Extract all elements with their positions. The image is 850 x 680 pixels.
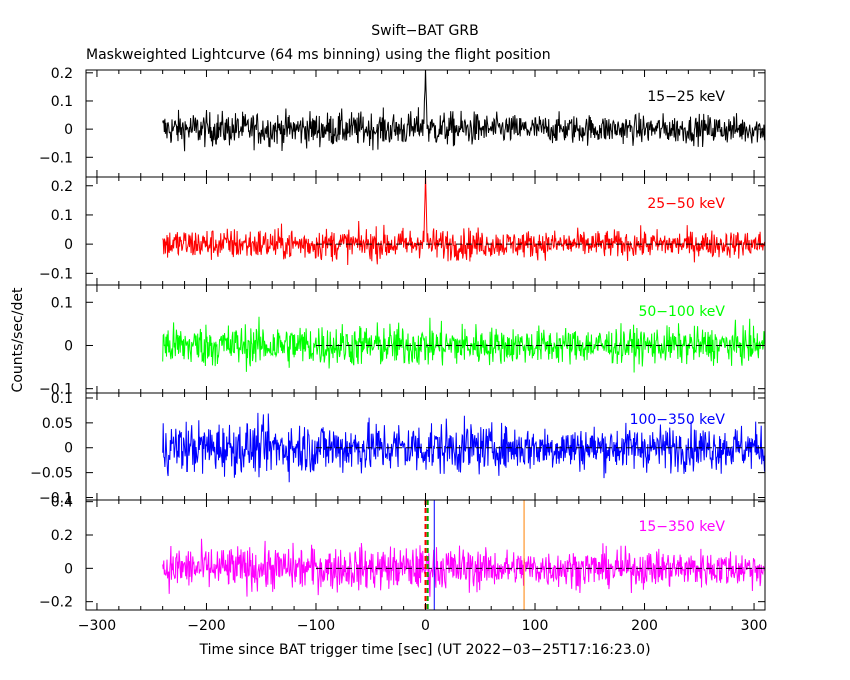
y-tick-label: 0.4: [51, 495, 73, 511]
chart-subtitle: Maskweighted Lightcurve (64 ms binning) …: [86, 47, 551, 63]
y-tick-label: 0.2: [51, 66, 73, 82]
x-tick-label: 100: [522, 618, 549, 634]
panel-2: −0.1 0 0.1 0.2 25−50 keV: [39, 176, 766, 286]
panel-label: 25−50 keV: [647, 196, 725, 212]
chart-title: Swift−BAT GRB: [371, 23, 478, 39]
y-tick-label: 0: [64, 561, 73, 577]
y-tick-label: −0.05: [30, 466, 73, 482]
y-tick-label: 0: [64, 338, 73, 354]
y-tick-label: 0.05: [42, 416, 73, 432]
y-tick-label: 0.1: [51, 94, 73, 110]
x-tick-label: −200: [187, 618, 225, 634]
series-line: [162, 412, 765, 483]
panels-group: −0.1 0 0.1 0.2 15−25 keV −0.1 0 0.1 0.2 25−50 keV…: [30, 66, 766, 611]
x-tick-label: 0: [421, 618, 430, 634]
y-tick-label: 0.1: [51, 295, 73, 311]
panel-3: −0.1 0 0.1 50−100 keV: [39, 284, 766, 398]
series-line: [162, 538, 765, 597]
panel-label: 15−350 keV: [638, 519, 725, 535]
y-axis-label: Counts/sec/det: [10, 287, 26, 392]
y-tick-label: 0: [64, 441, 73, 457]
panel-1: −0.1 0 0.1 0.2 15−25 keV: [39, 66, 766, 178]
panel-label: 100−350 keV: [630, 412, 726, 428]
x-tick-label: −100: [297, 618, 335, 634]
panel-label: 15−25 keV: [647, 89, 725, 105]
series-line: [162, 316, 765, 373]
y-tick-label: 0: [64, 237, 73, 253]
y-tick-label: −0.2: [39, 595, 73, 611]
panel-5: −0.2 0 0.2 0.4 15−350 keV: [39, 495, 766, 611]
x-tick-label: −300: [78, 618, 116, 634]
y-tick-label: −0.1: [39, 382, 73, 398]
y-tick-label: −0.1: [39, 266, 73, 282]
y-tick-label: 0.2: [51, 179, 73, 195]
y-tick-label: −0.1: [39, 150, 73, 166]
y-tick-label: 0: [64, 122, 73, 138]
y-tick-label: 0.2: [51, 528, 73, 544]
y-tick-label: 0.1: [51, 208, 73, 224]
panel-label: 50−100 keV: [638, 304, 725, 320]
x-axis-label: Time since BAT trigger time [sec] (UT 20…: [198, 642, 650, 658]
series-line: [162, 70, 765, 152]
x-tick-label: 200: [631, 618, 658, 634]
x-tick-labels: −300 −200 −100 0 100 200 300: [78, 618, 768, 634]
panel-4: −0.1 −0.05 0 0.05 0.1 100−350 keV: [30, 391, 766, 507]
y-tick-label: 0.1: [51, 391, 73, 407]
y-tick-label: −0.1: [39, 491, 73, 507]
x-tick-label: 300: [741, 618, 768, 634]
series-line: [162, 177, 765, 266]
